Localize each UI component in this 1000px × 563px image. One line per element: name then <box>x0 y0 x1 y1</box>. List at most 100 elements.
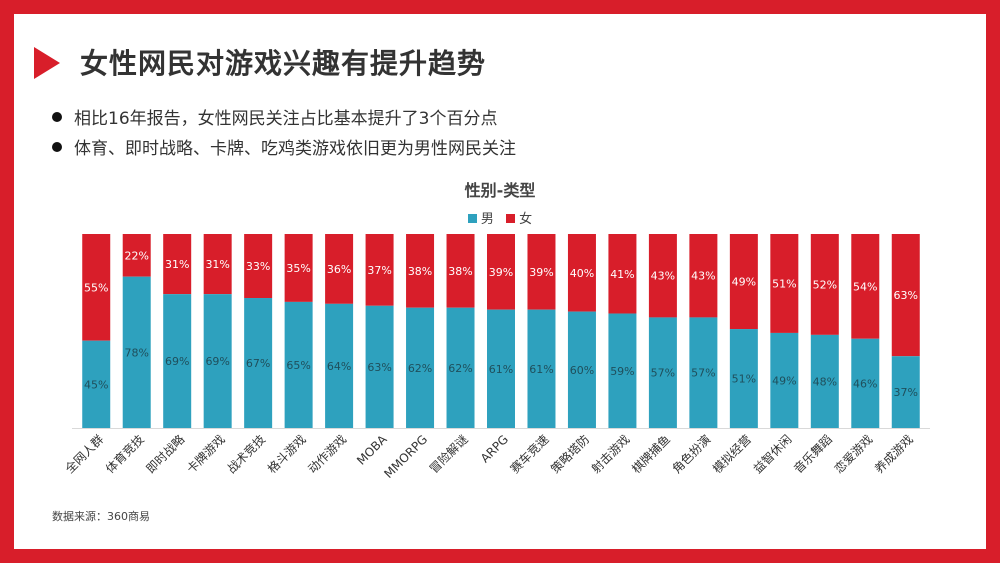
bar-male <box>810 334 839 428</box>
x-tick-label: 赛车竞速 <box>507 432 552 477</box>
bullet-item: 相比16年报告，女性网民关注占比基本提升了3个百分点 <box>52 104 497 129</box>
page-title: 女性网民对游戏兴趣有提升趋势 <box>80 47 487 80</box>
bar-male <box>851 338 880 428</box>
bullet-item: 体育、即时战略、卡牌、吃鸡类游戏依旧更为男性网民关注 <box>52 134 516 159</box>
x-tick-label: 策略塔防 <box>548 432 593 477</box>
data-label-male: 67% <box>246 357 270 370</box>
bar-female <box>122 234 151 277</box>
bar-male <box>446 307 475 428</box>
legend-swatch-female <box>506 214 516 223</box>
x-tick-label: 益智休闲 <box>750 432 795 477</box>
x-tick-label: 射击游戏 <box>588 432 633 477</box>
x-tick-label: 格斗游戏 <box>264 432 309 477</box>
bar-female <box>891 234 920 357</box>
x-tick-label: ARPG <box>478 432 511 465</box>
x-tick-label: 养成游戏 <box>871 432 916 477</box>
data-label-male: 59% <box>610 365 634 378</box>
x-tick-label: 即时战略 <box>143 432 188 477</box>
data-label-male: 62% <box>408 362 432 375</box>
bar-male <box>365 305 394 428</box>
bar-female <box>487 234 515 310</box>
x-tick-label: 全网人群 <box>62 432 107 477</box>
data-label-male: 57% <box>651 367 675 380</box>
legend-item-male: 男 <box>467 208 494 227</box>
bar-female <box>284 234 313 302</box>
data-label-female: 36% <box>327 263 351 276</box>
data-label-female: 43% <box>691 270 715 283</box>
data-label-female: 33% <box>246 260 270 273</box>
bar-male <box>487 309 515 428</box>
data-label-male: 45% <box>84 378 108 391</box>
bar-female <box>163 234 192 295</box>
data-label-male: 69% <box>205 355 229 368</box>
bar-male <box>325 303 354 428</box>
data-label-male: 69% <box>165 355 189 368</box>
data-label-female: 31% <box>205 258 229 271</box>
bar-female <box>567 234 596 312</box>
bar-female <box>446 234 475 308</box>
data-label-male: 57% <box>691 367 715 380</box>
x-tick-label: 体育竞技 <box>102 432 147 477</box>
bar-male <box>122 276 151 428</box>
x-tick-label: 棋牌捕鱼 <box>628 432 673 477</box>
bar-male <box>82 340 111 428</box>
title-arrow-icon <box>34 47 60 79</box>
source-note: 数据来源：360商易 <box>52 510 150 523</box>
data-label-male: 65% <box>286 359 310 372</box>
data-label-female: 41% <box>610 268 634 281</box>
data-label-female: 22% <box>124 249 148 262</box>
data-label-male: 37% <box>894 386 918 399</box>
x-tick-label: 卡牌游戏 <box>184 432 228 476</box>
bar-male <box>891 356 920 428</box>
data-label-male: 49% <box>772 374 796 387</box>
bullet-text: 相比16年报告，女性网民关注占比基本提升了3个百分点 <box>74 109 498 129</box>
bullet-dot-icon <box>52 142 62 152</box>
bar-female <box>851 234 880 339</box>
bar-male <box>608 313 637 428</box>
x-tick-label: 冒险解谜 <box>426 432 471 477</box>
data-label-female: 37% <box>367 264 391 277</box>
legend-label-male: 男 <box>480 212 494 227</box>
data-label-female: 55% <box>84 281 108 294</box>
data-label-male: 63% <box>367 361 391 374</box>
data-label-female: 63% <box>894 289 918 302</box>
data-label-male: 46% <box>853 377 877 390</box>
bar-female <box>770 234 799 333</box>
bar-female <box>203 234 232 295</box>
bar-male <box>163 294 192 428</box>
bar-female <box>689 234 718 318</box>
x-tick-label: 音乐舞蹈 <box>790 432 835 477</box>
bar-female <box>244 234 273 299</box>
data-label-female: 51% <box>772 277 796 290</box>
bar-male <box>770 332 799 428</box>
legend-item-female: 女 <box>506 208 532 227</box>
bar-male <box>203 294 232 428</box>
bar-female <box>810 234 839 335</box>
data-label-female: 31% <box>165 258 189 271</box>
data-label-male: 60% <box>570 364 594 377</box>
data-label-female: 52% <box>813 278 837 291</box>
data-label-female: 49% <box>732 276 756 289</box>
x-tick-label: MMORPG <box>381 432 430 481</box>
data-label-female: 38% <box>448 265 472 278</box>
legend-swatch-male <box>467 214 477 223</box>
data-label-male: 51% <box>732 373 756 386</box>
data-label-female: 38% <box>408 265 432 278</box>
bar-male <box>689 317 718 428</box>
data-label-male: 78% <box>124 346 148 359</box>
bullet-text: 体育、即时战略、卡牌、吃鸡类游戏依旧更为男性网民关注 <box>74 139 516 159</box>
data-label-female: 39% <box>489 266 513 279</box>
data-label-male: 61% <box>529 363 553 376</box>
data-label-male: 64% <box>327 360 351 373</box>
chart-legend: 男 女 <box>0 208 1000 227</box>
bar-female <box>608 234 637 314</box>
data-label-male: 48% <box>813 375 837 388</box>
bar-male <box>244 298 273 428</box>
bar-female <box>406 234 435 308</box>
bar-female <box>325 234 354 304</box>
bar-male <box>284 301 313 428</box>
data-label-male: 62% <box>448 362 472 375</box>
x-tick-label: 恋爱游戏 <box>831 432 876 477</box>
data-label-female: 39% <box>529 266 553 279</box>
